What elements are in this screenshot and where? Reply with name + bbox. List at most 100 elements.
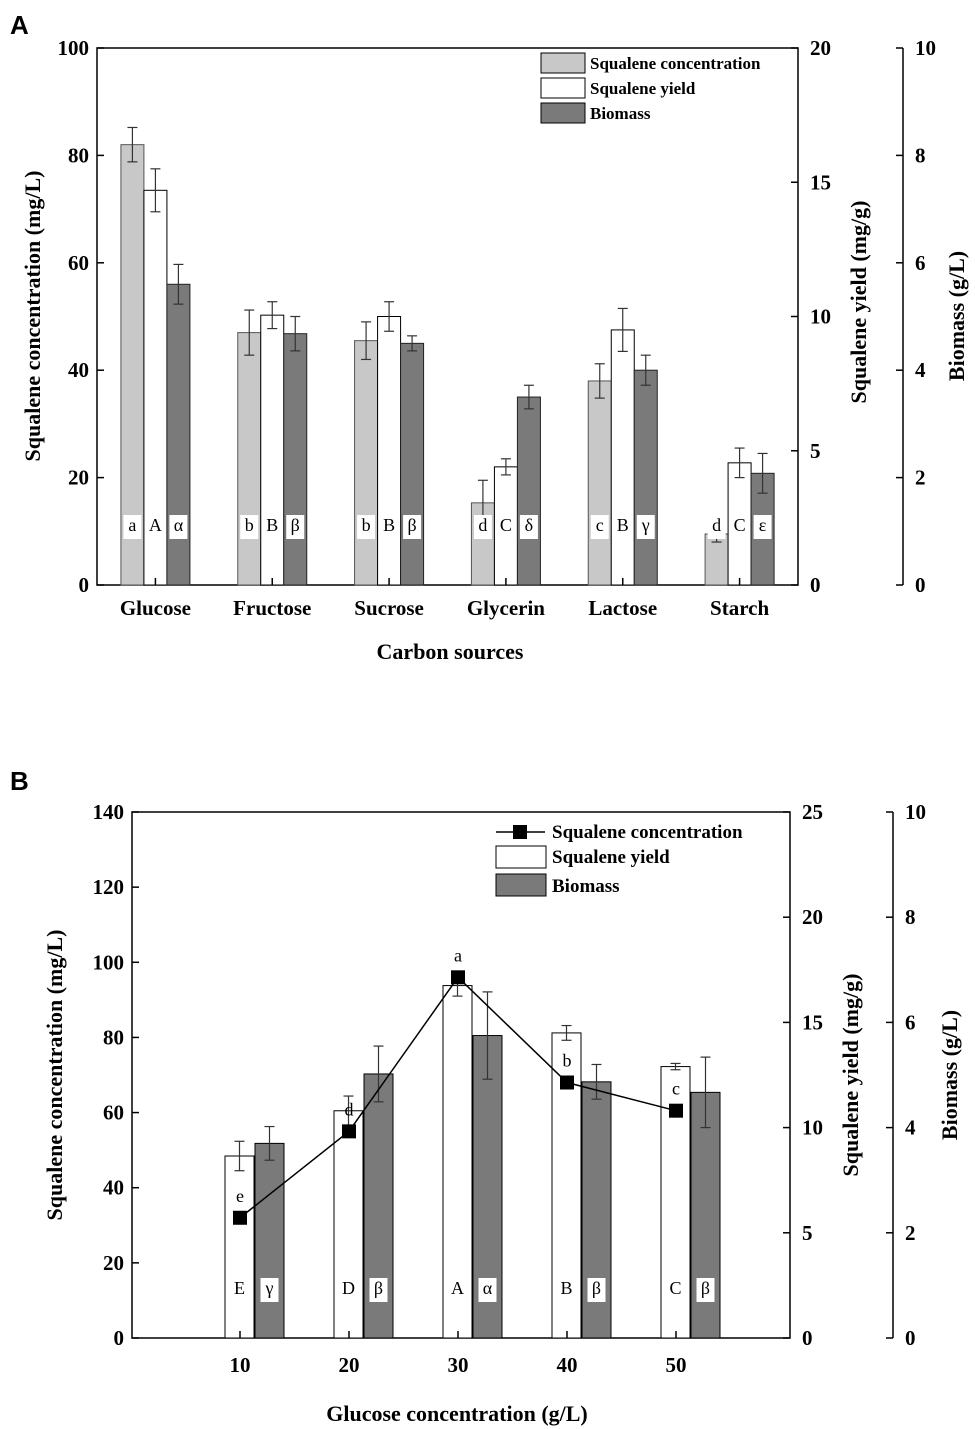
- panel-b-biomass-label-bg: [369, 1278, 388, 1302]
- panel-a-plot-frame: [96, 47, 799, 586]
- panel-a-x-axis-title: Carbon sources: [377, 639, 524, 664]
- panel-a-categories: Glucose Fructose Sucrose Glycerin Lactose Sta…: [120, 578, 769, 620]
- panel-b-y-right2-tick-label: 10: [905, 800, 926, 824]
- panel-b-legend-swatch-yield: [495, 845, 547, 869]
- panel-a-y-right2-tick-label: 2: [915, 466, 926, 490]
- panel-b-y-right2-title: Biomass (g/L): [937, 1010, 962, 1140]
- panel-a-squalene-concentration-bar: [354, 340, 379, 586]
- panel-b-squalene-concentration-significance-letter: c: [672, 1079, 680, 1099]
- panel-b-squalene-yield-label-bg: [230, 1278, 249, 1302]
- panel-a-category-label: Glucose: [120, 596, 191, 620]
- panel-a-squalene-yield-significance-letter: A: [149, 515, 162, 535]
- panel-b-y-left-tick-label: 120: [93, 875, 125, 899]
- panel-a-legend-swatch-concentration: [540, 52, 586, 74]
- panel-a-biomass-significance-letter: ε: [759, 515, 767, 535]
- panel-b-squalene-concentration-point: [342, 1124, 356, 1139]
- panel-b-biomass-bar: [363, 1073, 394, 1339]
- panel-b-legend: Squalene concentration Squalene yield Bi…: [495, 822, 743, 897]
- panel-b-squalene-yield-bar: [333, 1110, 364, 1339]
- panel-a-squalene-yield-bar: [260, 314, 285, 586]
- panel-a-biomass-label-bg: [169, 515, 188, 539]
- panel-a-legend-swatch-biomass: [540, 102, 586, 124]
- panel-b-squalene-yield-bar: [224, 1155, 255, 1339]
- panel-a-y-right2-tick-label: 0: [915, 573, 926, 597]
- panel-a-biomass-significance-letter: γ: [641, 515, 650, 535]
- panel-a-squalene-concentration-label-bg: [123, 515, 142, 539]
- panel-b-y-left-tick-label: 40: [103, 1176, 124, 1200]
- panel-a-ticks: 0 20 40 60 80 100 0 5 10 15 20 0 2 4 6 8 10: [58, 36, 937, 597]
- panel-a-legend-yield: Squalene yield: [590, 79, 696, 98]
- panel-a-y-left-tick-label: 100: [58, 36, 90, 60]
- panel-a-biomass-bar: [166, 283, 191, 586]
- panel-b-squalene-yield-significance-letter: D: [342, 1278, 355, 1298]
- panel-b-biomass-bar: [254, 1142, 285, 1339]
- panel-b-y-right2-tick-label: 4: [905, 1116, 916, 1140]
- panel-a-category-label: Sucrose: [354, 596, 424, 620]
- panel-a-biomass-bar: [633, 369, 658, 586]
- panel-b-squalene-concentration-point: [669, 1103, 683, 1118]
- panel-b-biomass-significance-letter: γ: [265, 1278, 274, 1298]
- panel-b-y-right1-tick-label: 25: [802, 800, 823, 824]
- panel-a-squalene-yield-significance-letter: B: [266, 515, 278, 535]
- panel-a-category-label: Starch: [710, 596, 769, 620]
- panel-b-squalene-yield-label-bg: [666, 1278, 685, 1302]
- panel-b-squalene-yield-label-bg: [448, 1278, 467, 1302]
- panel-b-y-right1-tick-label: 15: [802, 1010, 823, 1034]
- panel-b-legend-biomass: Biomass: [552, 876, 620, 897]
- panel-a-category-label: Fructose: [233, 596, 311, 620]
- panel-a-biomass-label-bg: [286, 515, 305, 539]
- panel-b-biomass-significance-letter: β: [701, 1278, 710, 1298]
- panel-a-biomass-bar: [400, 342, 425, 586]
- panel-a-biomass-label-bg: [403, 515, 422, 539]
- panel-a-biomass-label-bg: [636, 515, 655, 539]
- panel-a-squalene-concentration-label-bg: [707, 515, 726, 539]
- panel-a-squalene-yield-bar: [610, 329, 635, 586]
- panel-a-legend-biomass: Biomass: [590, 104, 651, 123]
- panel-b-biomass-label-bg: [260, 1278, 279, 1302]
- panel-a-squalene-yield-significance-letter: B: [617, 515, 629, 535]
- panel-a-y-right1-tick-label: 20: [810, 36, 831, 60]
- panel-a-category-label: Lactose: [588, 596, 657, 620]
- panel-a-squalene-concentration-bar: [237, 332, 262, 586]
- panel-a-y-right1-tick-label: 0: [810, 573, 821, 597]
- panel-b-squalene-concentration-point: [451, 970, 465, 985]
- panel-a-squalene-concentration-significance-letter: b: [245, 515, 254, 535]
- panel-a-squalene-concentration-significance-letter: b: [362, 515, 371, 535]
- panel-b-y-right1-tick-label: 10: [802, 1116, 823, 1140]
- panel-a-squalene-concentration-significance-letter: d: [712, 515, 721, 535]
- panel-b-squalene-yield-significance-letter: C: [669, 1278, 681, 1298]
- panel-b-squalene-yield-label-bg: [557, 1278, 576, 1302]
- panel-a-squalene-concentration-label-bg: [357, 515, 376, 539]
- panel-b-category-label: 50: [666, 1353, 687, 1377]
- panel-b-category-label: 20: [339, 1353, 360, 1377]
- panel-a-y-right1-tick-label: 10: [810, 305, 831, 329]
- panel-a-y-left-tick-label: 0: [79, 573, 90, 597]
- panel-b-legend-concentration: Squalene concentration: [552, 822, 743, 843]
- panel-a-biomass-label-bg: [753, 515, 772, 539]
- panel-b-biomass-label-bg: [587, 1278, 606, 1302]
- panel-a-y-left-tick-label: 20: [68, 466, 89, 490]
- panel-b-biomass-significance-letter: β: [592, 1278, 601, 1298]
- panel-a-biomass-significance-letter: β: [291, 515, 300, 535]
- panel-a-squalene-concentration-significance-letter: d: [478, 515, 487, 535]
- panel-b-squalene-yield-significance-letter: B: [560, 1278, 572, 1298]
- panel-a-squalene-yield-significance-letter: B: [383, 515, 395, 535]
- panel-a-legend: Squalene concentration Squalene yield Bi…: [540, 52, 761, 124]
- panel-a-squalene-yield-significance-letter: C: [500, 515, 512, 535]
- panel-b-squalene-concentration-point: [233, 1210, 247, 1225]
- panel-a-squalene-yield-bar: [377, 316, 402, 586]
- panel-b-biomass-significance-letter: β: [374, 1278, 383, 1298]
- panel-a-squalene-concentration-bar: [587, 380, 612, 586]
- panel-b-y-right2-tick-label: 2: [905, 1221, 916, 1245]
- panel-a-label: A: [10, 10, 29, 40]
- panel-b-squalene-concentration-significance-letter: e: [236, 1186, 244, 1206]
- panel-b-label: B: [10, 766, 29, 796]
- panel-b-y-right1-title: Squalene yield (mg/g): [838, 974, 863, 1177]
- panel-b-squalene-yield-significance-letter: A: [451, 1278, 464, 1298]
- panel-a-squalene-yield-significance-letter: C: [734, 515, 746, 535]
- panel-a-biomass-bar: [283, 333, 308, 586]
- panel-b-squalene-concentration-significance-letter: a: [454, 945, 462, 965]
